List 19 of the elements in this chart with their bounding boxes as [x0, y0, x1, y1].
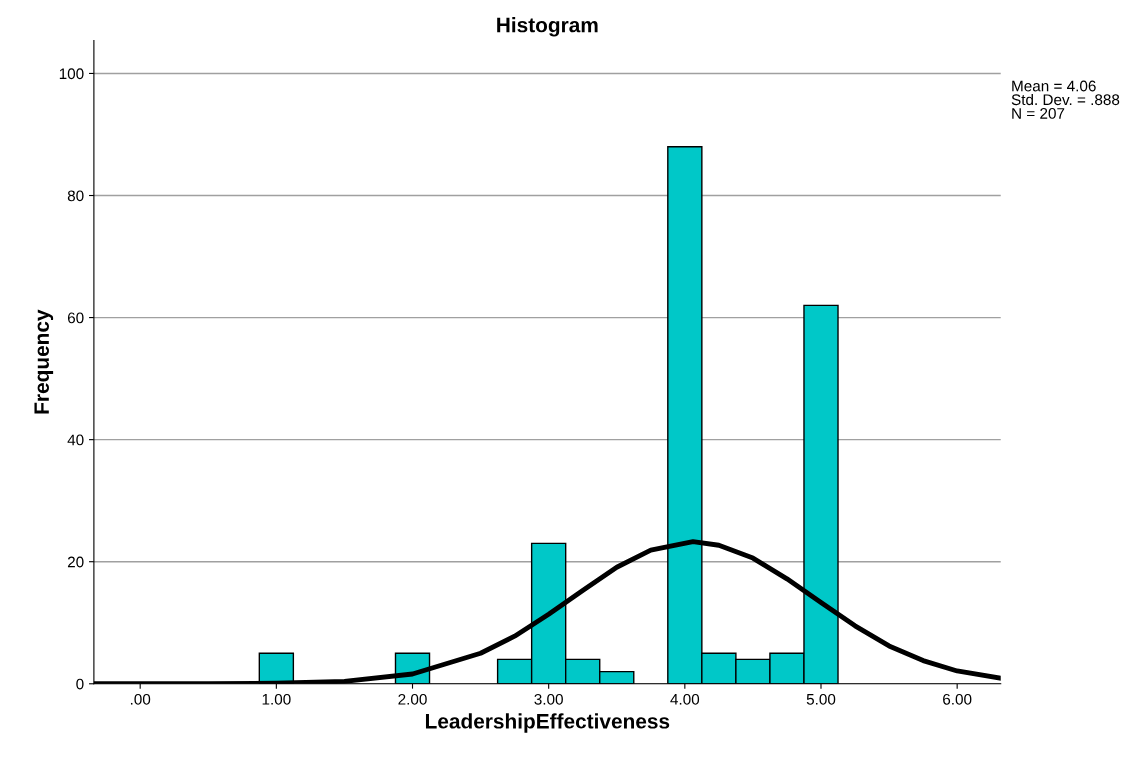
- x-axis-title: LeadershipEffectiveness: [425, 713, 670, 733]
- y-tick-label: 40: [67, 434, 84, 446]
- y-axis-title: Frequency: [34, 309, 54, 414]
- x-tick-label: 4.00: [670, 693, 700, 705]
- y-tick-label: 100: [59, 68, 84, 80]
- y-tick-label: 0: [76, 678, 84, 690]
- x-tick-label: 5.00: [806, 693, 836, 705]
- y-tick-label: 20: [67, 556, 84, 568]
- y-tick-label: 60: [67, 312, 84, 324]
- x-tick-label: 6.00: [943, 693, 972, 705]
- y-tick-label: 80: [67, 190, 84, 202]
- x-tick-label: 1.00: [262, 693, 291, 705]
- x-tick-label: 3.00: [534, 693, 563, 705]
- text: Mean = 4.06: [1012, 80, 1096, 92]
- x-tick-label: .00: [130, 693, 151, 705]
- text: N = 207: [1012, 108, 1065, 119]
- chart-title: Histogram: [497, 17, 598, 37]
- text: Std. Dev. = .888: [1011, 93, 1120, 106]
- x-tick-label: 2.00: [398, 693, 427, 705]
